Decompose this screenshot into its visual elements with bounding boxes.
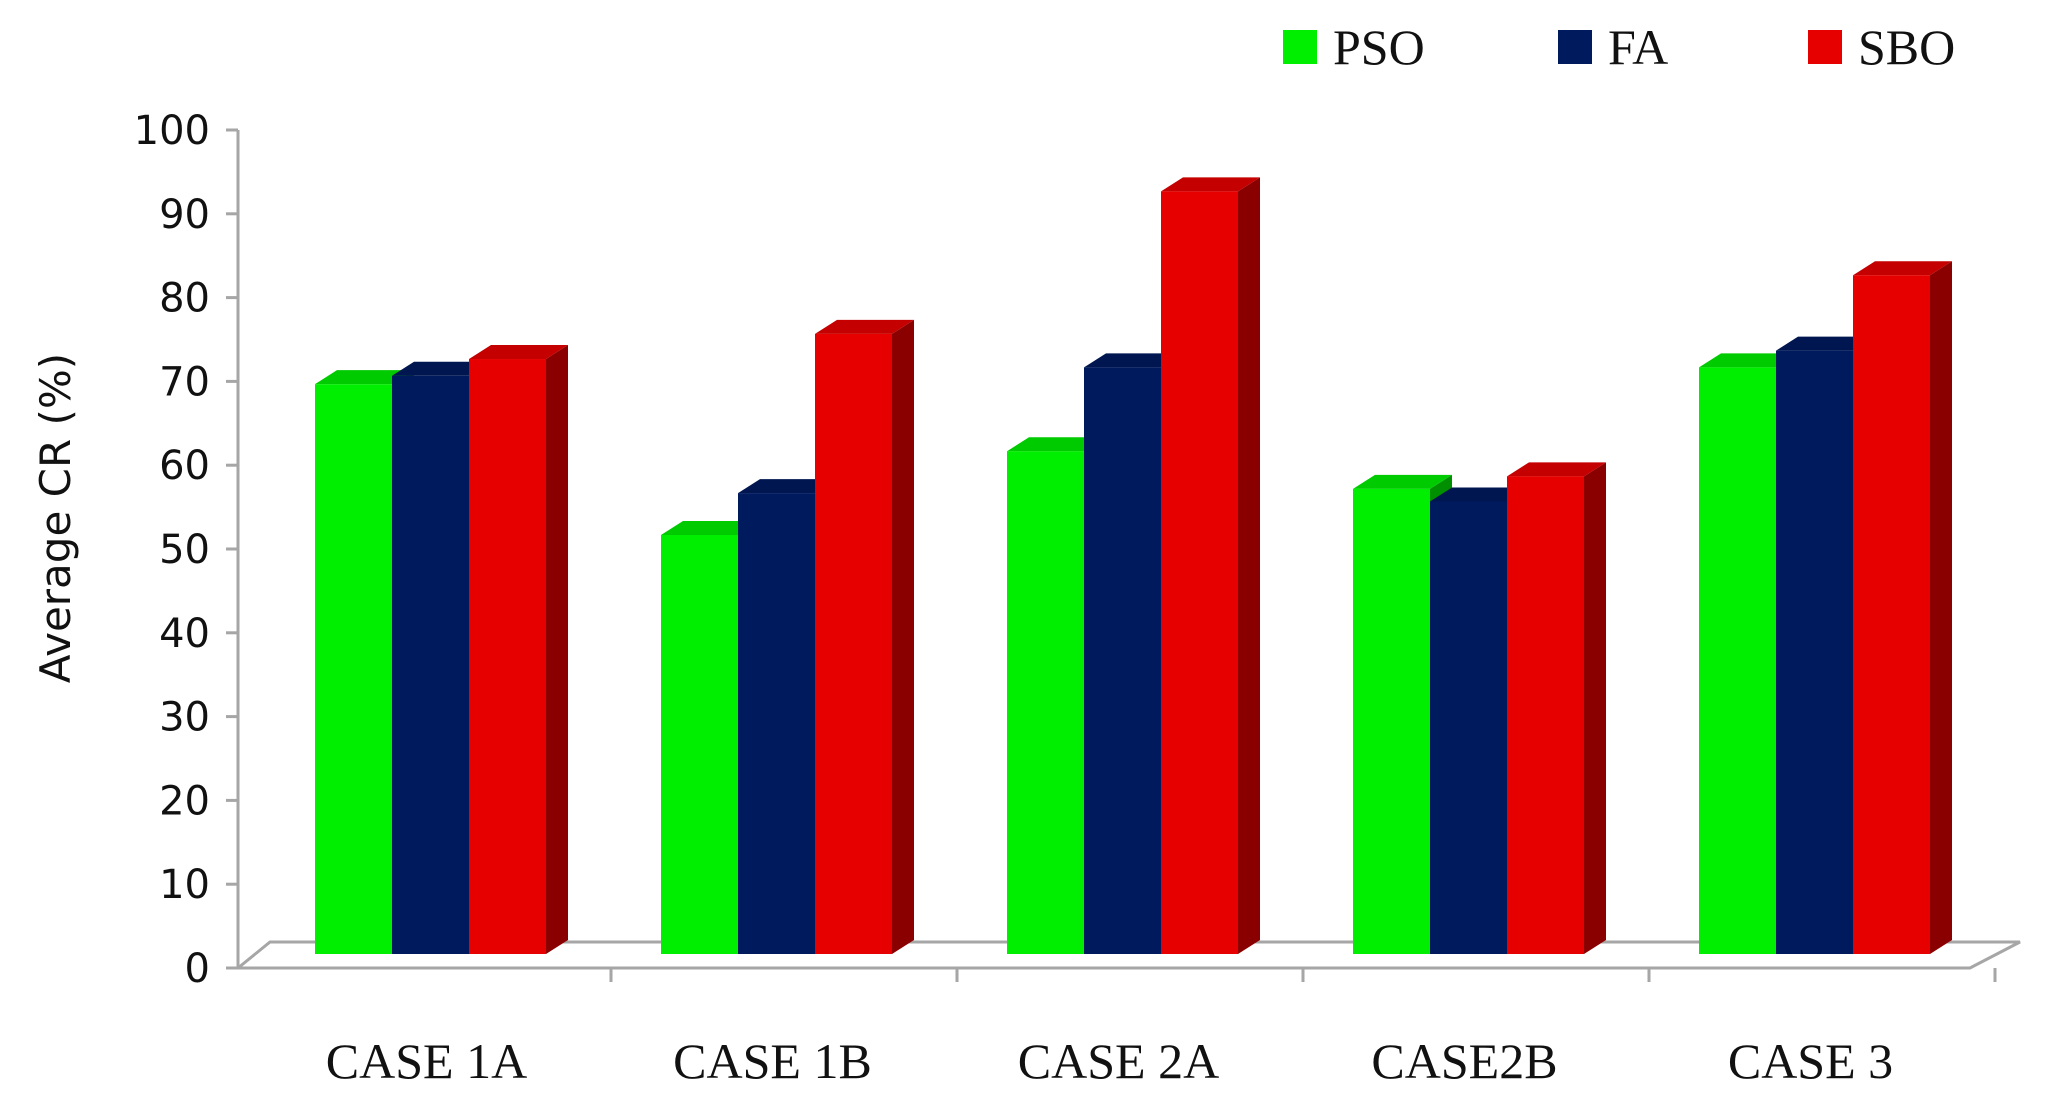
bar-side [1930,261,1952,955]
bar-top [738,479,837,494]
legend-swatch [1558,30,1592,64]
bar-front [1853,275,1930,955]
x-category-label: CASE 2A [1018,1033,1219,1089]
bar-top [392,361,491,376]
bar-top [815,319,914,334]
y-tick-label: 60 [159,443,210,489]
bars [315,177,1952,955]
bar-front [1430,501,1507,954]
legend-item-pso: PSO [1283,19,1425,75]
bar-front [392,375,469,954]
y-tick-label: 10 [159,862,210,908]
x-category-label: CASE 1A [326,1033,527,1089]
bar-side [1584,462,1606,954]
y-tick-label: 80 [159,276,210,322]
bar-sbo-1 [469,345,568,954]
bar-top [1084,353,1183,368]
bar-front [1084,367,1161,954]
bar-top [661,521,760,535]
x-category-label: CASE2B [1371,1033,1557,1089]
bar-front [1353,488,1430,954]
y-tick-label: 70 [159,359,210,405]
bar-front [1161,191,1238,955]
legend: PSO FA SBO [1283,19,1955,75]
bar-front [1699,367,1776,954]
bar-sbo-5 [1853,261,1952,955]
legend-swatch [1283,30,1317,64]
legend-label: SBO [1858,19,1955,75]
y-axis-title: Average CR (%) [31,353,80,683]
y-tick-label: 50 [159,527,210,573]
y-tick-labels: 0 10 20 30 40 50 60 70 80 90 100 [134,108,210,992]
bar-top [1699,353,1798,368]
bar-sbo-3 [1161,177,1260,955]
bar-top [315,370,414,385]
x-category-label: CASE 3 [1728,1033,1893,1089]
bar-side [546,345,568,954]
bar-front [661,535,738,954]
bar-top [1776,336,1875,351]
bar-fa-1 [392,361,491,954]
bar-front [315,384,392,954]
bar-top [469,345,568,360]
legend-swatch [1808,30,1842,64]
bar-sbo-4 [1507,462,1606,954]
legend-item-sbo: SBO [1808,19,1955,75]
bar-front [815,333,892,954]
bar-top [1161,177,1260,192]
y-tick-label: 40 [159,611,210,657]
legend-label: FA [1608,19,1668,75]
bar-top [1853,261,1952,276]
bar-front [738,493,815,954]
bar-sbo-2 [815,319,914,954]
y-tick-label: 20 [159,778,210,824]
bar-top [1430,487,1529,502]
axes [226,128,1997,982]
bar-front [1776,350,1853,954]
y-tick-label: 30 [159,695,210,741]
bar-top [1507,462,1606,477]
y-tick-label: 90 [159,192,210,238]
bar-front [1507,476,1584,954]
bar-front [469,359,546,954]
bar-side [892,319,914,954]
x-category-label: CASE 1B [673,1033,872,1089]
bar-front [1007,451,1084,954]
bar-top [1007,437,1106,452]
bar-top [1353,474,1452,489]
legend-item-fa: FA [1558,19,1668,75]
legend-label: PSO [1333,19,1425,75]
y-tick-label: 0 [185,946,210,992]
y-tick-label: 100 [134,108,210,154]
x-category-labels: CASE 1A CASE 1B CASE 2A CASE2B CASE 3 [326,1033,1893,1089]
bar-side [1238,177,1260,955]
